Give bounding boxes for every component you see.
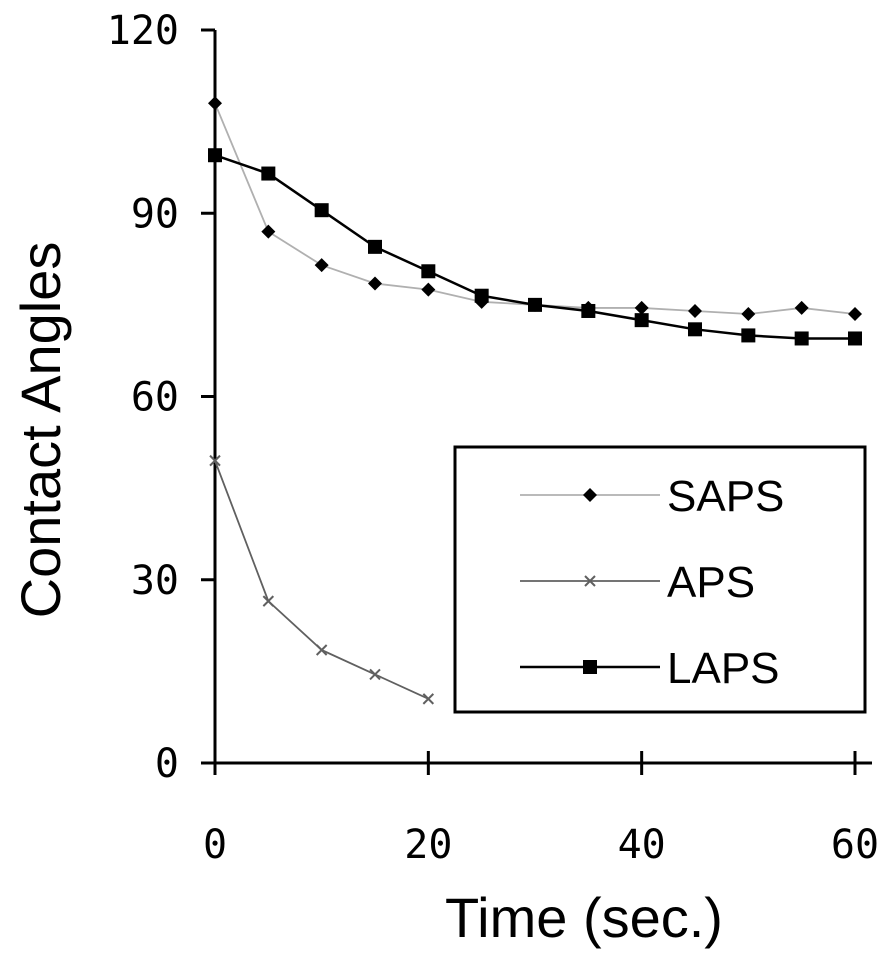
data-point-saps: [208, 96, 222, 111]
data-point-laps: [421, 264, 436, 279]
data-point-saps: [368, 276, 382, 291]
y-tick-label: 60: [131, 375, 179, 421]
x-tick-label: 0: [203, 822, 227, 868]
legend-label-laps: LAPS: [667, 644, 780, 693]
data-point-laps: [581, 303, 596, 318]
legend: SAPS APS LAPS: [453, 445, 867, 714]
legend-marker-aps: [584, 575, 596, 587]
data-point-aps: [422, 693, 435, 705]
data-point-saps: [848, 307, 862, 322]
data-point-laps: [314, 203, 329, 218]
y-tick-label: 0: [155, 741, 179, 787]
data-point-saps: [261, 224, 276, 239]
legend-marker-saps: [583, 488, 597, 502]
series-line-aps: [214, 460, 429, 700]
data-point-laps: [261, 166, 276, 181]
series-markers: [208, 96, 862, 705]
data-point-saps: [421, 282, 436, 297]
data-point-laps: [474, 288, 489, 303]
legend-box: [453, 445, 867, 714]
data-point-saps: [634, 300, 649, 315]
data-point-aps: [262, 595, 275, 607]
y-tick-label: 30: [131, 558, 179, 604]
data-point-laps: [794, 331, 809, 346]
x-tick-label: 40: [618, 822, 666, 868]
y-tick-label: 120: [107, 8, 179, 54]
data-point-laps: [848, 331, 862, 346]
data-point-laps: [741, 328, 756, 343]
data-point-laps: [368, 239, 382, 254]
data-point-saps: [314, 258, 329, 273]
x-axis-title: Time (sec.): [445, 886, 723, 949]
series-line-saps: [214, 102, 856, 315]
data-point-aps: [369, 668, 381, 681]
data-point-saps: [794, 300, 809, 315]
y-axis-title: Contact Angles: [9, 242, 72, 619]
data-point-aps: [209, 454, 221, 467]
data-point-laps: [528, 297, 542, 312]
legend-label-saps: SAPS: [667, 472, 784, 521]
y-tick-label: 90: [131, 191, 179, 237]
axes: 0 30 60 90 120 0 20 40 60: [107, 8, 877, 868]
data-point-laps: [634, 313, 649, 328]
x-tick-label: 20: [404, 822, 452, 868]
legend-label-aps: APS: [667, 558, 755, 607]
data-point-aps: [315, 644, 328, 656]
x-tick-label: 60: [831, 822, 877, 868]
data-point-saps: [741, 307, 756, 322]
data-point-laps: [688, 322, 702, 337]
data-point-laps: [208, 148, 222, 163]
legend-marker-laps: [583, 660, 597, 674]
data-point-saps: [688, 303, 702, 318]
